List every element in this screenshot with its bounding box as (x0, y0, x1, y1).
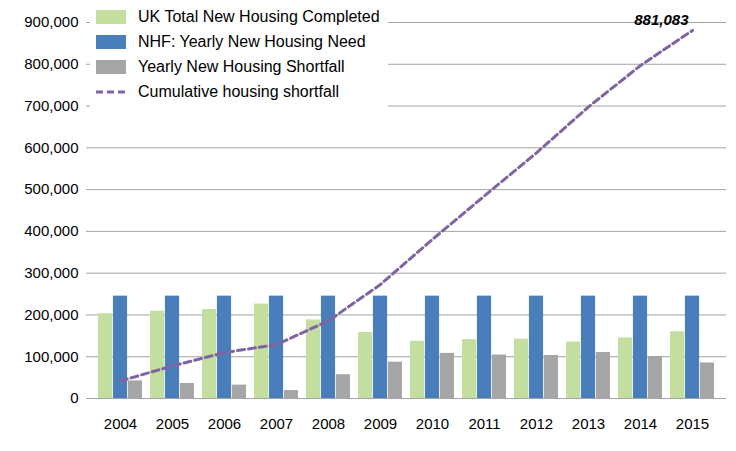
svg-text:300,000: 300,000 (24, 264, 78, 281)
svg-text:2011: 2011 (468, 415, 500, 432)
svg-text:2006: 2006 (208, 415, 241, 432)
html-text:Yearly New Housing Shortfall: Yearly New Housing Shortfall (138, 57, 345, 75)
svg-text:500,000: 500,000 (24, 180, 78, 197)
html-text:NHF: Yearly New Housing Need: NHF: Yearly New Housing Need (138, 32, 366, 50)
svg-text:800,000: 800,000 (24, 55, 78, 72)
svg-text:2009: 2009 (364, 415, 397, 432)
svg-text:2013: 2013 (572, 415, 605, 432)
svg-text:2014: 2014 (624, 415, 657, 432)
svg-text:2010: 2010 (416, 415, 449, 432)
html-text:UK Total New Housing Completed: UK Total New Housing Completed (138, 7, 380, 25)
svg-text:200,000: 200,000 (24, 306, 78, 323)
svg-text:900,000: 900,000 (24, 13, 78, 30)
svg-text:2015: 2015 (676, 415, 709, 432)
svg-text:881,083: 881,083 (634, 11, 689, 28)
svg-text:2004: 2004 (104, 415, 137, 432)
svg-text:2012: 2012 (520, 415, 553, 432)
svg-text:0: 0 (70, 389, 78, 406)
svg-text:2008: 2008 (312, 415, 345, 432)
svg-text:100,000: 100,000 (24, 348, 78, 365)
svg-text:700,000: 700,000 (24, 97, 78, 114)
html-text:Cumulative housing shortfall: Cumulative housing shortfall (138, 82, 339, 100)
svg-text:400,000: 400,000 (24, 222, 78, 239)
svg-text:2005: 2005 (156, 415, 189, 432)
svg-text:2007: 2007 (260, 415, 293, 432)
svg-text:600,000: 600,000 (24, 139, 78, 156)
